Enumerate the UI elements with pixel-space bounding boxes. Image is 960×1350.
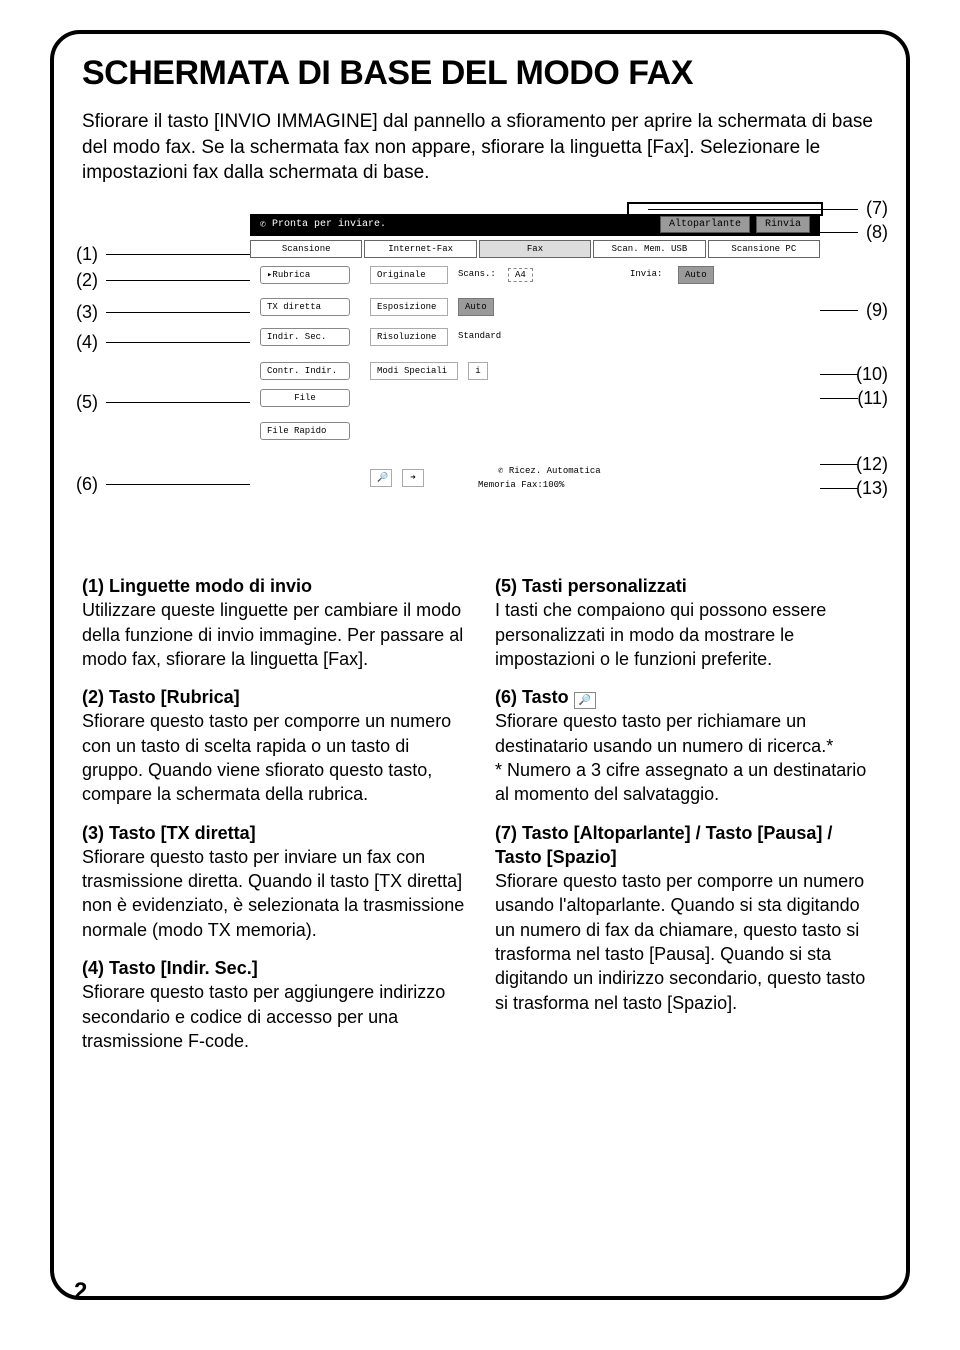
contr-indir-button[interactable]: Contr. Indir. [260, 362, 350, 380]
status-text: Pronta per inviare. [272, 219, 386, 230]
send-icon[interactable]: ➜ [402, 469, 424, 487]
risoluzione-button[interactable]: Risoluzione [370, 328, 448, 346]
screen-diagram: (1) (2) (3) (4) (5) (6) (7) (8) (9) (10)… [120, 214, 840, 534]
info-icon[interactable]: i [468, 362, 488, 380]
description-columns: (1) Linguette modo di invioUtilizzare qu… [82, 574, 878, 1067]
right-column: (5) Tasti personalizzatiI tasti che comp… [495, 574, 878, 1067]
callout-10: (10) [856, 364, 888, 385]
resend-button[interactable]: Rinvia [756, 216, 810, 233]
invia-label: Invia: [630, 269, 662, 279]
file-button[interactable]: File [260, 389, 350, 407]
esposizione-button[interactable]: Esposizione [370, 298, 448, 316]
tab-internet-fax[interactable]: Internet-Fax [364, 240, 476, 258]
search-icon[interactable]: 🔎 [370, 469, 392, 487]
intro-text: Sfiorare il tasto [INVIO IMMAGINE] dal p… [82, 109, 878, 186]
tx-diretta-button[interactable]: TX diretta [260, 298, 350, 316]
tab-scan-usb[interactable]: Scan. Mem. USB [593, 240, 705, 258]
desc-item: (1) Linguette modo di invioUtilizzare qu… [82, 574, 465, 671]
mem-label: Memoria Fax:100% [478, 480, 564, 490]
mode-tabs: Scansione Internet-Fax Fax Scan. Mem. US… [250, 240, 820, 258]
esposizione-value: Auto [458, 298, 494, 316]
callout-7: (7) [866, 198, 888, 219]
left-column: (1) Linguette modo di invioUtilizzare qu… [82, 574, 465, 1067]
desc-item: (4) Tasto [Indir. Sec.]Sfiorare questo t… [82, 956, 465, 1053]
tab-fax[interactable]: Fax [479, 240, 591, 258]
invia-value: Auto [678, 266, 714, 284]
callout-3: (3) [76, 302, 98, 323]
ricez-label: ✆ Ricez. Automatica [498, 466, 601, 476]
desc-item: (7) Tasto [Altoparlante] / Tasto [Pausa]… [495, 821, 878, 1015]
indir-sec-button[interactable]: Indir. Sec. [260, 328, 350, 346]
callout-13: (13) [856, 478, 888, 499]
desc-item: (3) Tasto [TX diretta]Sfiorare questo ta… [82, 821, 465, 942]
status-bar: ✆ Pronta per inviare. Altoparlante Rinvi… [250, 214, 820, 236]
callout-12: (12) [856, 454, 888, 475]
desc-item: (6) Tasto 🔎Sfiorare questo tasto per ric… [495, 685, 878, 806]
speaker-button[interactable]: Altoparlante [660, 216, 750, 233]
callout-1: (1) [76, 244, 98, 265]
search-tasto-icon: 🔎 [574, 692, 596, 709]
rubrica-button[interactable]: ▸ Rubrica [260, 266, 350, 284]
callout-11: (11) [857, 388, 888, 409]
modi-speciali-button[interactable]: Modi Speciali [370, 362, 458, 380]
callout-6: (6) [76, 474, 98, 495]
fax-screen: ✆ Pronta per inviare. Altoparlante Rinvi… [250, 214, 820, 502]
risoluzione-value: Standard [458, 331, 501, 341]
tab-scansione[interactable]: Scansione [250, 240, 362, 258]
callout-9: (9) [866, 300, 888, 321]
page-number: 2 [74, 1278, 87, 1306]
phone-icon: ✆ [260, 219, 266, 231]
desc-item: (5) Tasti personalizzatiI tasti che comp… [495, 574, 878, 671]
scans-label: Scans.: [458, 269, 496, 279]
callout-5: (5) [76, 392, 98, 413]
originale-button[interactable]: Originale [370, 266, 448, 284]
callout-4: (4) [76, 332, 98, 353]
desc-item: (2) Tasto [Rubrica]Sfiorare questo tasto… [82, 685, 465, 806]
scans-value: A4 [508, 268, 533, 282]
callout-8: (8) [866, 222, 888, 243]
tab-scan-pc[interactable]: Scansione PC [708, 240, 820, 258]
page-title: SCHERMATA DI BASE DEL MODO FAX [82, 54, 878, 93]
file-rapido-button[interactable]: File Rapido [260, 422, 350, 440]
callout-2: (2) [76, 270, 98, 291]
